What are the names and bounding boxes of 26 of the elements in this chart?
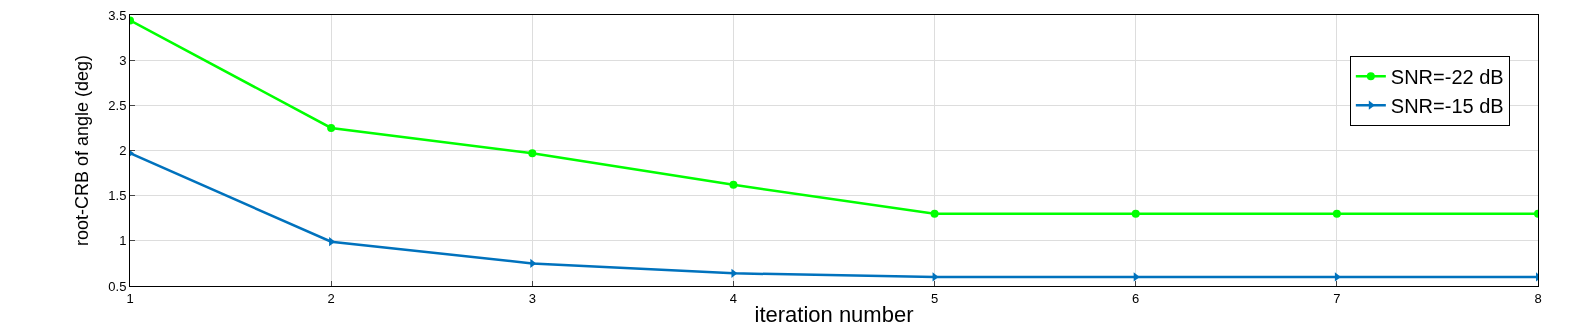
y-tick-label: 3.5 xyxy=(108,7,127,23)
legend-label: SNR=-22 dB xyxy=(1390,65,1504,88)
y-tick-label: 0.5 xyxy=(108,278,127,294)
point xyxy=(731,268,738,278)
y-axis-title: root-CRB of angle (deg) xyxy=(71,54,92,247)
point xyxy=(930,209,939,218)
x-tick-label: 2 xyxy=(327,290,335,306)
y-tick-label: 2 xyxy=(119,143,127,159)
x-tick-label: 8 xyxy=(1534,290,1542,306)
x-tick-label: 3 xyxy=(528,290,536,306)
point xyxy=(729,180,738,189)
point xyxy=(327,123,336,132)
x-tick-label: 7 xyxy=(1333,290,1341,306)
y-tick-label: 3 xyxy=(119,52,127,68)
point xyxy=(528,149,537,158)
y-tick-label: 1.5 xyxy=(108,188,127,204)
point xyxy=(1332,209,1341,218)
point xyxy=(1334,272,1341,282)
x-tick-label: 4 xyxy=(729,290,738,306)
point xyxy=(1131,209,1140,218)
y-tick-label: 2.5 xyxy=(108,97,127,113)
legend-label: SNR=-15 dB xyxy=(1390,94,1504,117)
x-tick-label: 6 xyxy=(1132,290,1140,306)
y-tick-label: 1 xyxy=(119,233,127,249)
x-tick-label: 5 xyxy=(930,290,939,306)
x-axis-title: iteration number xyxy=(754,302,914,328)
